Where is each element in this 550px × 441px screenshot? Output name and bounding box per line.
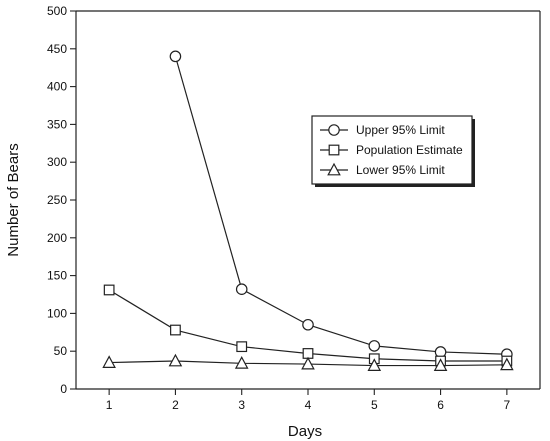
y-tick-label: 0: [60, 382, 67, 396]
x-tick-label: 7: [504, 398, 511, 412]
x-tick-label: 3: [238, 398, 245, 412]
series-3: [102, 353, 514, 371]
series-2-point: [103, 284, 115, 296]
legend: Upper 95% Limit Population Estimate Lower …: [311, 115, 475, 187]
x-tick-label: 5: [371, 398, 378, 412]
x-tick-label: 1: [106, 398, 113, 412]
series-2-point: [170, 324, 181, 336]
x-tick-label: 2: [172, 398, 179, 412]
series-1-point: [302, 318, 314, 331]
y-tick-label: 200: [47, 231, 67, 245]
legend-label: Upper 95% Limit: [356, 123, 445, 137]
plot-frame: [75, 10, 541, 390]
series-3-point: [102, 355, 116, 368]
series-1-point: [434, 346, 447, 358]
y-tick-label: 500: [47, 4, 67, 18]
y-tick-label: 350: [47, 117, 67, 131]
series-3-point: [500, 357, 514, 371]
y-tick-label: 450: [47, 42, 67, 56]
legend-box-shadow-bottom: [315, 184, 475, 187]
x-tick-label: 4: [305, 398, 312, 412]
y-tick-label: 150: [47, 269, 67, 283]
y-tick-label: 400: [47, 80, 67, 94]
series-3-point: [433, 358, 448, 371]
series-1-point: [169, 50, 182, 63]
y-tick-label: 300: [47, 155, 67, 169]
series-layer: [102, 50, 514, 371]
legend-item: Upper 95% Limit: [320, 123, 445, 137]
legend-marker: [328, 124, 340, 136]
series-3-point: [367, 358, 382, 371]
legend-items: Upper 95% Limit Population Estimate Lower …: [320, 123, 463, 177]
legend-item: Population Estimate: [320, 143, 463, 157]
series-1-point: [368, 340, 381, 352]
y-ticks: 0 50 100 150 200 250 300 350 400 450 500: [47, 4, 76, 396]
series-3-point: [234, 356, 249, 369]
series-1-point: [235, 283, 248, 296]
series-1-line: [174, 56, 507, 355]
y-tick-label: 50: [54, 344, 68, 358]
legend-label: Population Estimate: [356, 143, 463, 157]
legend-marker: [327, 162, 341, 176]
legend-box-shadow-right: [472, 119, 475, 187]
y-tick-label: 250: [47, 193, 67, 207]
legend-label: Lower 95% Limit: [356, 163, 445, 177]
y-axis-title: Number of Bears: [5, 143, 22, 256]
legend-marker: [328, 144, 340, 156]
legend-item: Lower 95% Limit: [320, 162, 445, 177]
series-3-point: [168, 353, 183, 367]
x-tick-label: 6: [437, 398, 444, 412]
series-2-point: [236, 341, 248, 353]
series-3-point: [301, 356, 315, 370]
series-1: [169, 50, 513, 361]
x-axis-title: Days: [288, 423, 322, 440]
y-tick-label: 100: [47, 306, 67, 320]
x-ticks: 1 2 3 4 5 6 7: [106, 389, 511, 412]
